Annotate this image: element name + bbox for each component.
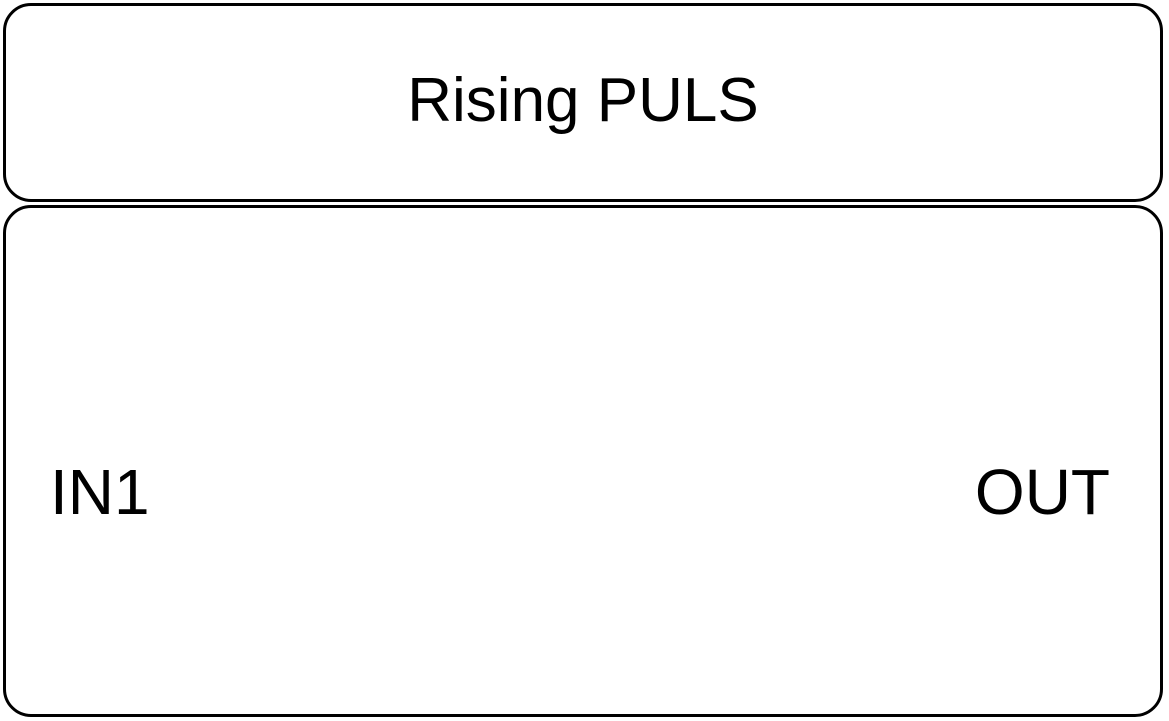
block-header: Rising PULS xyxy=(3,3,1163,202)
output-port-out: OUT xyxy=(974,456,1110,528)
input-port-in1: IN1 xyxy=(50,456,150,528)
block-title: Rising PULS xyxy=(407,65,759,135)
block-body: IN1 OUT xyxy=(3,205,1163,717)
